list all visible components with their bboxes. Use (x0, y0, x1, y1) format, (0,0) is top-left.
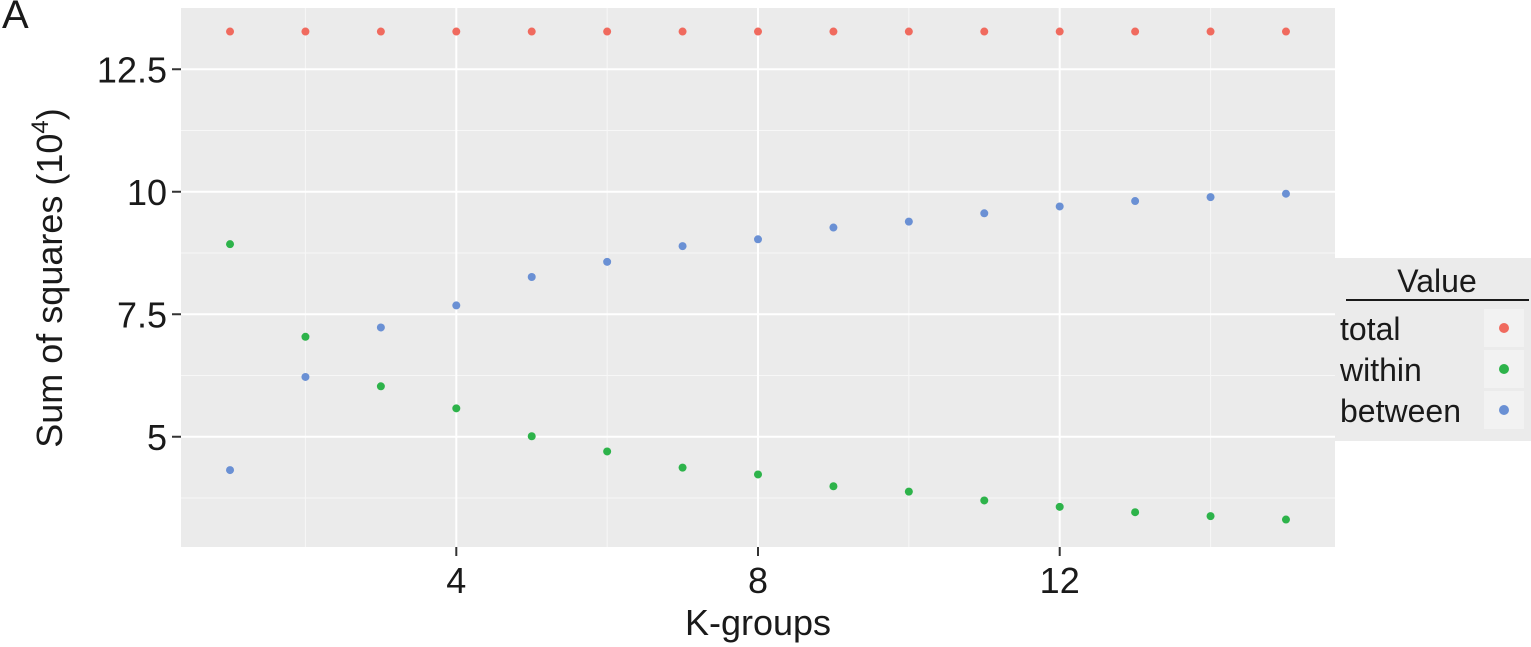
x-tick-label: 12 (1040, 560, 1080, 601)
point-within (754, 470, 762, 479)
x-tick-label: 8 (748, 560, 768, 601)
point-within (904, 487, 913, 496)
point-total (754, 27, 762, 36)
x-tick-label: 4 (446, 560, 466, 601)
point-within (1206, 512, 1215, 521)
y-axis-label-exponent: 4 (27, 120, 54, 133)
point-total (904, 27, 913, 36)
y-axis: 5 7.5 10 12.5 (97, 49, 181, 458)
legend-swatch-total (1499, 323, 1509, 333)
point-within (1281, 515, 1290, 524)
point-total (980, 27, 989, 36)
point-between (678, 242, 687, 251)
point-within (301, 332, 310, 341)
legend-title: Value (1397, 263, 1476, 299)
y-tick-label: 10 (127, 172, 167, 213)
point-between (301, 372, 310, 381)
y-tick-label: 12.5 (97, 49, 167, 90)
point-within (678, 463, 687, 472)
point-total (376, 27, 385, 36)
grid-major (181, 8, 1335, 547)
point-between (527, 273, 536, 282)
x-axis: 4 8 12 (446, 547, 1080, 601)
point-within (226, 240, 235, 249)
point-total (1055, 27, 1064, 36)
y-axis-label: Sum of squares (104) (27, 108, 70, 448)
point-total (527, 27, 536, 36)
legend: Value total within between (1335, 258, 1531, 441)
point-between (754, 235, 762, 244)
point-total (1281, 27, 1290, 36)
point-total (1131, 27, 1140, 36)
y-axis-label-main: Sum of squares (10 (29, 134, 70, 448)
point-total (452, 27, 461, 36)
point-between (452, 301, 461, 310)
point-within (980, 496, 989, 505)
point-within (1131, 508, 1140, 517)
point-total (603, 27, 612, 36)
point-total (1206, 27, 1215, 36)
point-total (226, 27, 235, 36)
point-between (1206, 193, 1215, 202)
point-within (1055, 502, 1064, 511)
y-axis-label-close: ) (29, 108, 70, 120)
legend-label-total: total (1340, 311, 1400, 347)
point-total (678, 27, 687, 36)
point-between (376, 323, 385, 332)
legend-swatch-between (1499, 405, 1509, 415)
x-axis-label: K-groups (685, 602, 831, 643)
legend-label-within: within (1339, 352, 1422, 388)
data-points (226, 27, 1290, 524)
point-between (829, 223, 838, 232)
point-between (1131, 197, 1140, 206)
point-between (603, 257, 612, 266)
point-within (829, 482, 838, 491)
point-within (376, 382, 385, 391)
point-between (226, 466, 235, 475)
point-total (829, 27, 838, 36)
point-total (301, 27, 310, 36)
y-tick-label: 5 (147, 417, 167, 458)
point-between (1055, 202, 1064, 211)
point-within (527, 432, 536, 441)
legend-label-between: between (1340, 393, 1461, 429)
legend-swatch-within (1499, 364, 1509, 374)
point-between (904, 217, 913, 226)
y-tick-label: 7.5 (117, 294, 167, 335)
panel-label: A (2, 0, 29, 37)
point-between (1281, 189, 1290, 198)
point-within (603, 447, 612, 456)
point-within (452, 404, 461, 413)
point-between (980, 209, 989, 218)
